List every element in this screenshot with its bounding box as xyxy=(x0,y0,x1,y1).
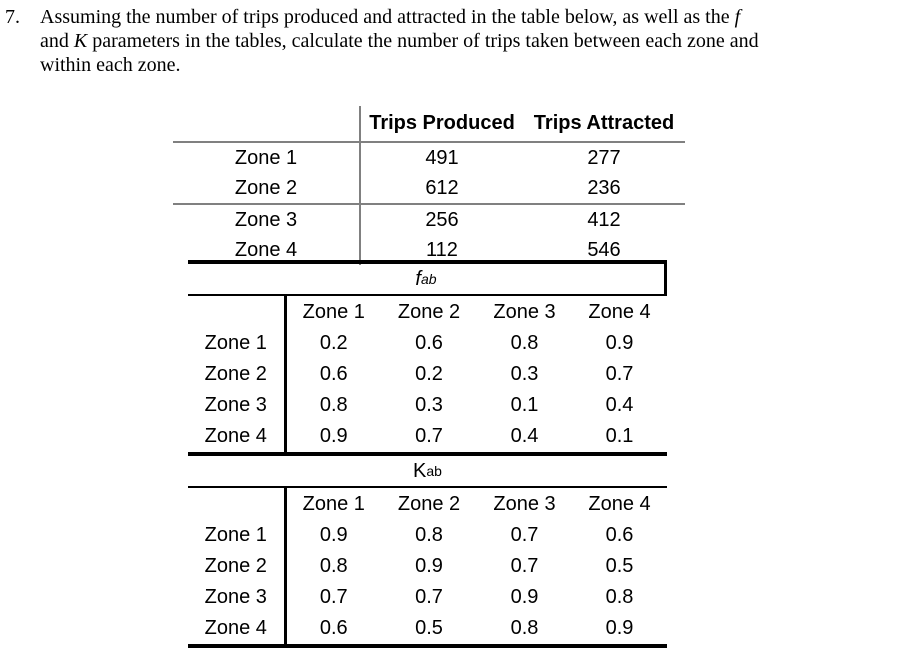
row-label: Zone 4 xyxy=(188,613,287,646)
row-label: Zone 2 xyxy=(188,551,287,582)
f-value-cell: 0.3 xyxy=(415,394,443,416)
f-symbol: f xyxy=(415,267,421,290)
k-value-cell: 0.7 xyxy=(510,555,539,577)
trips-produced-cell: 491 xyxy=(425,146,459,169)
trips-col-header-attracted: Trips Attracted xyxy=(523,106,685,143)
trips-header-row: Trips Produced Trips Attracted xyxy=(173,106,685,143)
row-label: Zone 3 xyxy=(188,390,287,421)
row-label: Zone 2 xyxy=(188,359,287,390)
k-value-cell: 0.9 xyxy=(319,524,348,546)
row-label: Zone 2 xyxy=(173,173,361,205)
k-value-cell: 0.8 xyxy=(605,586,634,608)
question-line2-start: and xyxy=(40,30,74,52)
f-value-cell: 0.8 xyxy=(319,394,348,416)
f-value-cell: 0.2 xyxy=(415,363,443,385)
k-corner-cell xyxy=(188,488,287,520)
question-number: 7. xyxy=(5,6,20,28)
f-value-cell: 0.1 xyxy=(605,425,634,447)
k-value-cell: 0.9 xyxy=(605,617,634,639)
f-col-header: Zone 4 xyxy=(588,300,651,323)
f-row-zone1: Zone 1 0.2 0.6 0.8 0.9 xyxy=(188,328,667,359)
k-row-zone2: Zone 2 0.8 0.9 0.7 0.5 xyxy=(188,551,667,582)
k-value-cell: 0.8 xyxy=(319,555,348,577)
k-row-zone1: Zone 1 0.9 0.8 0.7 0.6 xyxy=(188,520,667,551)
f-value-cell: 0.7 xyxy=(415,425,443,447)
trips-attracted-cell: 546 xyxy=(587,238,621,261)
k-header-row: Zone 1 Zone 2 Zone 3 Zone 4 xyxy=(188,488,667,520)
trips-attracted-cell: 236 xyxy=(523,173,685,205)
f-value-cell: 0.9 xyxy=(605,332,634,354)
trips-attracted-cell: 412 xyxy=(587,208,621,231)
f-value-cell: 0.6 xyxy=(319,363,348,385)
f-value-cell: 0.6 xyxy=(415,332,443,354)
question-line2-rest: parameters in the tables, calculate the … xyxy=(87,30,759,52)
f-table-title-box: f ab xyxy=(188,260,667,296)
f-matrix-table: Zone 1 Zone 2 Zone 3 Zone 4 Zone 1 0.2 0… xyxy=(188,296,667,456)
k-value-cell: 0.5 xyxy=(605,555,634,577)
question-line1-italic-f: f xyxy=(734,6,741,28)
row-label: Zone 1 xyxy=(188,328,287,359)
question-line2-italic-k: K xyxy=(73,30,88,52)
row-label: Zone 3 xyxy=(173,204,361,235)
trips-row-zone3: Zone 3 256 412 xyxy=(173,204,685,235)
k-value-cell: 0.7 xyxy=(510,524,539,546)
question-line1: Assuming the number of trips produced an… xyxy=(40,6,735,28)
f-corner-cell xyxy=(188,296,287,328)
f-value-cell: 0.4 xyxy=(510,425,539,447)
k-col-header: Zone 4 xyxy=(588,492,651,515)
f-value-cell: 0.9 xyxy=(319,425,348,447)
k-value-cell: 0.6 xyxy=(605,524,634,546)
k-col-header: Zone 1 xyxy=(302,492,365,515)
f-row-zone2: Zone 2 0.6 0.2 0.3 0.7 xyxy=(188,359,667,390)
trips-row-zone1: Zone 1 491 277 xyxy=(173,142,685,173)
k-value-cell: 0.6 xyxy=(319,617,348,639)
row-label: Zone 1 xyxy=(173,142,361,173)
row-label: Zone 1 xyxy=(188,520,287,551)
k-row-zone3: Zone 3 0.7 0.7 0.9 0.8 xyxy=(188,582,667,613)
k-value-cell: 0.7 xyxy=(415,586,443,608)
k-col-header: Zone 3 xyxy=(493,492,556,515)
question-line3: within each zone. xyxy=(40,54,181,76)
f-col-header: Zone 3 xyxy=(493,300,556,323)
row-label: Zone 4 xyxy=(188,421,287,454)
k-value-cell: 0.9 xyxy=(415,555,443,577)
trips-col-header-produced: Trips Produced xyxy=(360,106,523,143)
trips-row-zone2: Zone 2 612 236 xyxy=(173,173,685,205)
trips-table: Trips Produced Trips Attracted Zone 1 49… xyxy=(173,106,685,265)
f-value-cell: 0.1 xyxy=(510,394,539,416)
k-row-zone4: Zone 4 0.6 0.5 0.8 0.9 xyxy=(188,613,667,646)
trips-attracted-cell: 277 xyxy=(587,146,621,169)
f-col-header: Zone 1 xyxy=(302,300,365,323)
f-value-cell: 0.2 xyxy=(319,332,348,354)
f-value-cell: 0.7 xyxy=(605,363,634,385)
f-value-cell: 0.3 xyxy=(510,363,539,385)
row-label: Zone 3 xyxy=(188,582,287,613)
k-value-cell: 0.8 xyxy=(415,524,443,546)
f-col-header: Zone 2 xyxy=(397,300,461,323)
k-value-cell: 0.9 xyxy=(510,586,539,608)
trips-produced-cell: 612 xyxy=(360,173,523,205)
trips-corner-cell xyxy=(173,106,361,143)
f-header-row: Zone 1 Zone 2 Zone 3 Zone 4 xyxy=(188,296,667,328)
k-value-cell: 0.5 xyxy=(415,617,443,639)
k-matrix-table: Zone 1 Zone 2 Zone 3 Zone 4 Zone 1 0.9 0… xyxy=(188,488,667,648)
question-text: Assuming the number of trips produced an… xyxy=(40,5,892,77)
k-value-cell: 0.7 xyxy=(319,586,348,608)
k-symbol: K xyxy=(413,459,427,482)
f-row-zone4: Zone 4 0.9 0.7 0.4 0.1 xyxy=(188,421,667,454)
k-value-cell: 0.8 xyxy=(510,617,539,639)
trips-produced-cell: 112 xyxy=(426,238,458,261)
f-value-cell: 0.8 xyxy=(510,332,539,354)
trips-produced-cell: 256 xyxy=(425,208,459,231)
f-value-cell: 0.4 xyxy=(605,394,634,416)
k-col-header: Zone 2 xyxy=(397,492,461,515)
f-row-zone3: Zone 3 0.8 0.3 0.1 0.4 xyxy=(188,390,667,421)
